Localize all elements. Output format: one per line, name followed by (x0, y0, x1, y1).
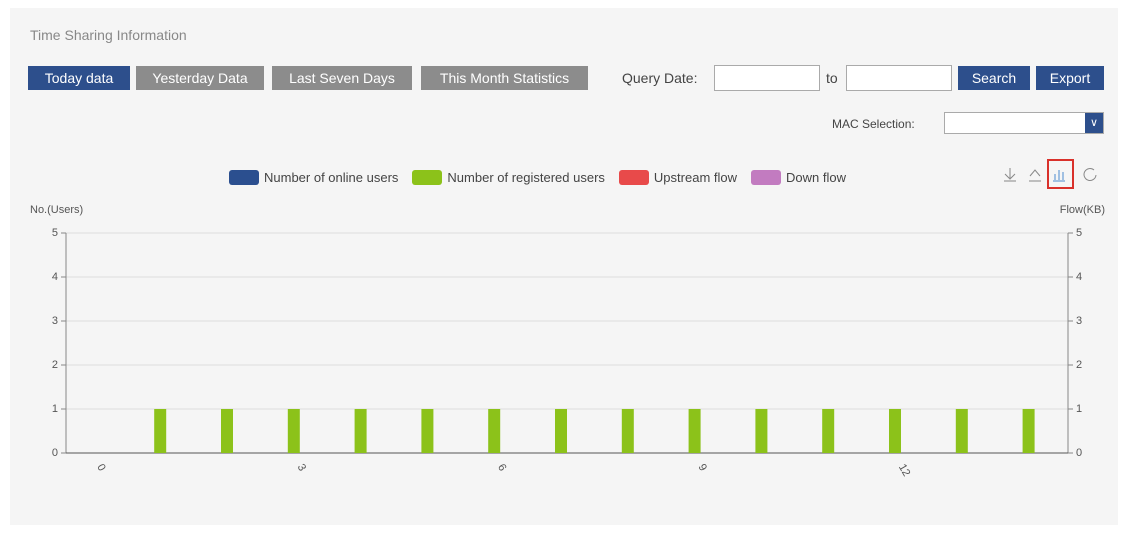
x-tick-label: 3 (295, 462, 308, 473)
x-tick-label: 12 (896, 462, 913, 479)
legend-item[interactable]: Number of registered users (412, 170, 605, 185)
bar (488, 409, 501, 453)
tab-button[interactable]: Today data (28, 66, 130, 90)
y2-axis-label: Flow(KB) (1060, 204, 1105, 216)
bar (889, 409, 901, 453)
mac-select[interactable]: ∨ (944, 112, 1104, 134)
legend-item[interactable]: Down flow (751, 170, 846, 185)
y-tick-label: 5 (52, 227, 58, 239)
legend: Number of online users Number of register… (229, 170, 846, 185)
legend-swatch (229, 170, 259, 185)
refresh-icon[interactable] (1083, 168, 1097, 181)
query-date-label: Query Date: (622, 70, 698, 86)
section-title: Time Sharing Information (30, 27, 187, 43)
y-tick-label: 0 (52, 447, 58, 459)
bar (621, 409, 634, 453)
bar (154, 409, 167, 453)
y-tick-label: 1 (52, 403, 58, 415)
bar (755, 409, 768, 453)
export-button[interactable]: Export (1036, 66, 1104, 90)
search-button[interactable]: Search (958, 66, 1030, 90)
y-tick-label: 2 (52, 359, 58, 371)
download-icon[interactable] (1004, 168, 1016, 182)
bar (421, 409, 434, 453)
line-icon[interactable] (1029, 169, 1041, 182)
bar (555, 409, 567, 453)
legend-swatch (412, 170, 443, 185)
to-label: to (826, 70, 838, 86)
y-tick-label: 3 (52, 315, 58, 327)
y-tick-label: 4 (52, 271, 58, 283)
tab-button[interactable]: This Month Statistics (421, 66, 588, 90)
x-tick-label: 9 (695, 462, 708, 473)
y2-tick-label: 5 (1076, 227, 1082, 239)
x-tick-label: 6 (495, 462, 508, 473)
tab-button[interactable]: Yesterday Data (136, 66, 264, 90)
bar-icon[interactable] (1053, 170, 1065, 182)
toolbar (1004, 159, 1097, 189)
date-input[interactable] (846, 65, 952, 91)
legend-swatch (618, 170, 649, 185)
legend-item[interactable]: Number of online users (229, 170, 398, 185)
y2-tick-label: 4 (1076, 271, 1082, 283)
bar (955, 409, 968, 453)
legend-label: Upstream flow (653, 170, 737, 185)
bar (1022, 409, 1035, 453)
legend-item[interactable]: Upstream flow (618, 170, 737, 185)
bar (221, 409, 233, 453)
bar (688, 409, 701, 453)
y2-tick-label: 1 (1076, 403, 1082, 415)
date-input[interactable] (714, 65, 820, 91)
tab-button[interactable]: Last Seven Days (272, 66, 412, 90)
legend-label: Down flow (786, 170, 846, 185)
bar (822, 409, 835, 453)
legend-label: Number of online users (264, 170, 399, 185)
dropdown-arrow[interactable]: ∨ (1085, 113, 1103, 133)
y2-tick-label: 2 (1076, 359, 1082, 371)
x-tick-label: 0 (94, 462, 107, 473)
y2-tick-label: 0 (1076, 447, 1082, 459)
y2-tick-label: 3 (1076, 315, 1082, 327)
selected-box (1047, 159, 1074, 189)
bar (354, 409, 367, 453)
mac-selection-label: MAC Selection: (832, 117, 915, 131)
legend-label: Number of registered users (447, 170, 605, 185)
bar (287, 409, 300, 453)
y-axis-label: No.(Users) (30, 204, 83, 216)
legend-swatch (751, 170, 781, 185)
